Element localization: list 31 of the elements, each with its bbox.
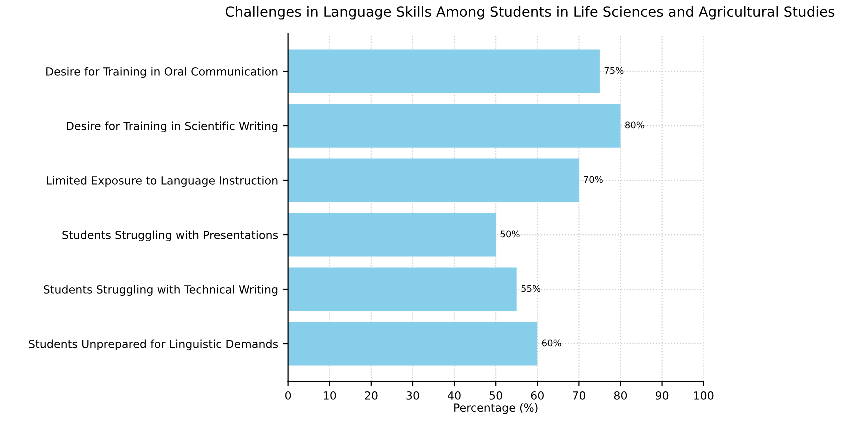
data-label: 50%: [500, 230, 520, 238]
x-tick-label: 10: [324, 392, 336, 400]
bar: [288, 213, 496, 257]
y-tick-label: Desire for Training in Oral Communication: [46, 67, 278, 78]
y-tick-label: Students Struggling with Presentations: [62, 230, 278, 242]
y-tick-label: Desire for Training in Scientific Writing: [67, 122, 278, 133]
x-axis-title: Percentage (%): [454, 403, 538, 414]
bar: [288, 50, 600, 94]
x-tick-label: 80: [614, 392, 628, 400]
x-tick-label: 50: [490, 392, 502, 400]
bar: [288, 158, 580, 202]
x-tick-label: 70: [573, 392, 586, 400]
x-tick-label: 100: [694, 392, 714, 400]
data-label: 75%: [604, 67, 624, 74]
y-tick-label: Students Unprepared for Linguistic Demands: [29, 340, 278, 351]
x-tick-label: 0: [286, 392, 292, 400]
x-tick-label: 60: [531, 392, 544, 400]
data-label: 55%: [522, 285, 541, 292]
data-label: 60%: [542, 340, 562, 347]
chart-title: Challenges in Language Skills Among Students in Life Sciences and Agricultural Studies: [226, 6, 835, 20]
data-label: 70%: [584, 176, 603, 184]
bar: [288, 268, 517, 312]
data-label: 80%: [626, 122, 644, 129]
x-tick-label: 30: [406, 392, 420, 400]
x-tick-label: 40: [448, 392, 461, 400]
bar: [288, 104, 621, 148]
bar: [288, 322, 538, 366]
x-tick-label: 90: [656, 392, 669, 400]
y-tick-label: Students Struggling with Technical Writing: [44, 285, 278, 296]
y-tick-label: Limited Exposure to Language Instruction: [47, 176, 278, 188]
x-tick-label: 20: [365, 392, 378, 400]
